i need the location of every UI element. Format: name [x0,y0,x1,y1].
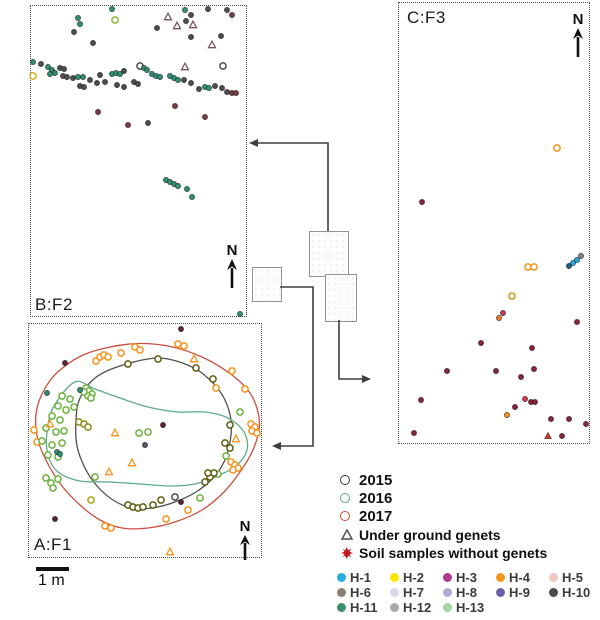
triangle-icon [340,529,354,540]
genet-label: H-11 [350,600,378,615]
panel-label-c-f3: C:F3 [407,8,446,27]
connector-arrowhead [362,375,371,383]
panel-c-f3 [398,2,590,444]
soil-star-icon [340,546,354,560]
north-arrow-icon [226,258,238,294]
north-label: N [239,518,251,535]
genet-color-dot [549,588,558,597]
north-arrow-icon [239,534,251,566]
north-compass-f3: N [566,12,590,63]
genet-label: H-13 [456,600,485,615]
underground-genets-label: Under ground genets [359,526,501,543]
genet-label: H-7 [403,585,424,600]
genet-legend-item-H-10: H-10 [549,585,600,600]
genet-color-legend: H-1 H-2 H-3 H-4 H-5 H-6 H-7 H-8 H-9 H-10 H-11 H-12 H… [337,570,600,615]
north-compass-f1: N [233,519,257,566]
year-circle-icon [340,475,350,485]
north-label: N [572,11,584,28]
genet-color-dot [443,573,452,582]
year-circle-icon [340,511,350,521]
genet-label: H-3 [456,570,477,585]
genet-legend-item-H-8: H-8 [443,585,496,600]
genet-color-dot [390,573,399,582]
north-compass-f2: N [220,243,244,294]
legend-row-soil: Soil samples without genets [340,544,547,561]
genet-label: H-9 [509,585,530,600]
legend: 2015 2016 2017 Under ground genets Soil sa… [340,471,547,561]
legend-row-year-2016: 2016 [340,489,547,507]
genet-color-dot [337,603,346,612]
year-label: 2016 [359,489,393,507]
genet-color-dot [549,573,558,582]
legend-row-year-2015: 2015 [340,471,547,489]
genet-legend-item-H-11: H-11 [337,600,390,615]
year-legend: 2015 2016 2017 [340,471,547,525]
genet-label: H-4 [509,570,530,585]
connector-arrowhead [249,139,258,147]
site-inset-box-bottom [325,274,357,322]
genet-legend-item-H-9: H-9 [496,585,549,600]
connector-line [258,142,329,231]
genet-color-dot [496,588,505,597]
scale-bar [36,567,69,571]
year-label: 2017 [359,507,393,525]
year-label: 2015 [359,471,393,489]
genet-label: H-6 [350,585,371,600]
north-arrow-icon [572,27,584,63]
genet-color-dot [337,573,346,582]
genet-legend-item-H-5: H-5 [549,570,600,585]
genet-label: H-5 [562,570,583,585]
genet-legend-item-H-13: H-13 [443,600,496,615]
genet-color-dot [496,573,505,582]
genet-legend-item-H-6: H-6 [337,585,390,600]
panel-a-f1 [28,323,262,558]
soil-samples-label: Soil samples without genets [359,544,548,561]
north-label: N [226,242,238,259]
genet-legend-item-H-7: H-7 [390,585,443,600]
genet-label: H-12 [403,600,432,615]
scale-bar-label: 1 m [38,572,65,589]
legend-row-year-2017: 2017 [340,507,547,525]
genet-legend-item-H-12: H-12 [390,600,443,615]
connector-arrowhead [272,442,281,450]
genet-color-dot [443,603,452,612]
connector-line [280,286,314,447]
genet-label: H-10 [562,585,591,600]
panel-b-f2 [30,5,247,317]
year-circle-icon [340,493,350,503]
genet-label: H-1 [350,570,371,585]
panel-label-a-f1: A:F1 [34,535,72,554]
genet-label: H-8 [456,585,477,600]
genet-legend-item-H-2: H-2 [390,570,443,585]
genet-color-dot [390,588,399,597]
genet-color-dot [443,588,452,597]
genet-legend-item-H-3: H-3 [443,570,496,585]
genet-color-dot [390,603,399,612]
panel-label-b-f2: B:F2 [35,295,73,314]
site-inset-box-top [309,231,349,277]
connector-line [338,320,362,380]
legend-row-underground: Under ground genets [340,526,547,543]
genet-legend-item-H-4: H-4 [496,570,549,585]
site-inset-box-left [252,267,282,302]
genet-color-dot [337,588,346,597]
genet-legend-item-H-1: H-1 [337,570,390,585]
genet-label: H-2 [403,570,424,585]
